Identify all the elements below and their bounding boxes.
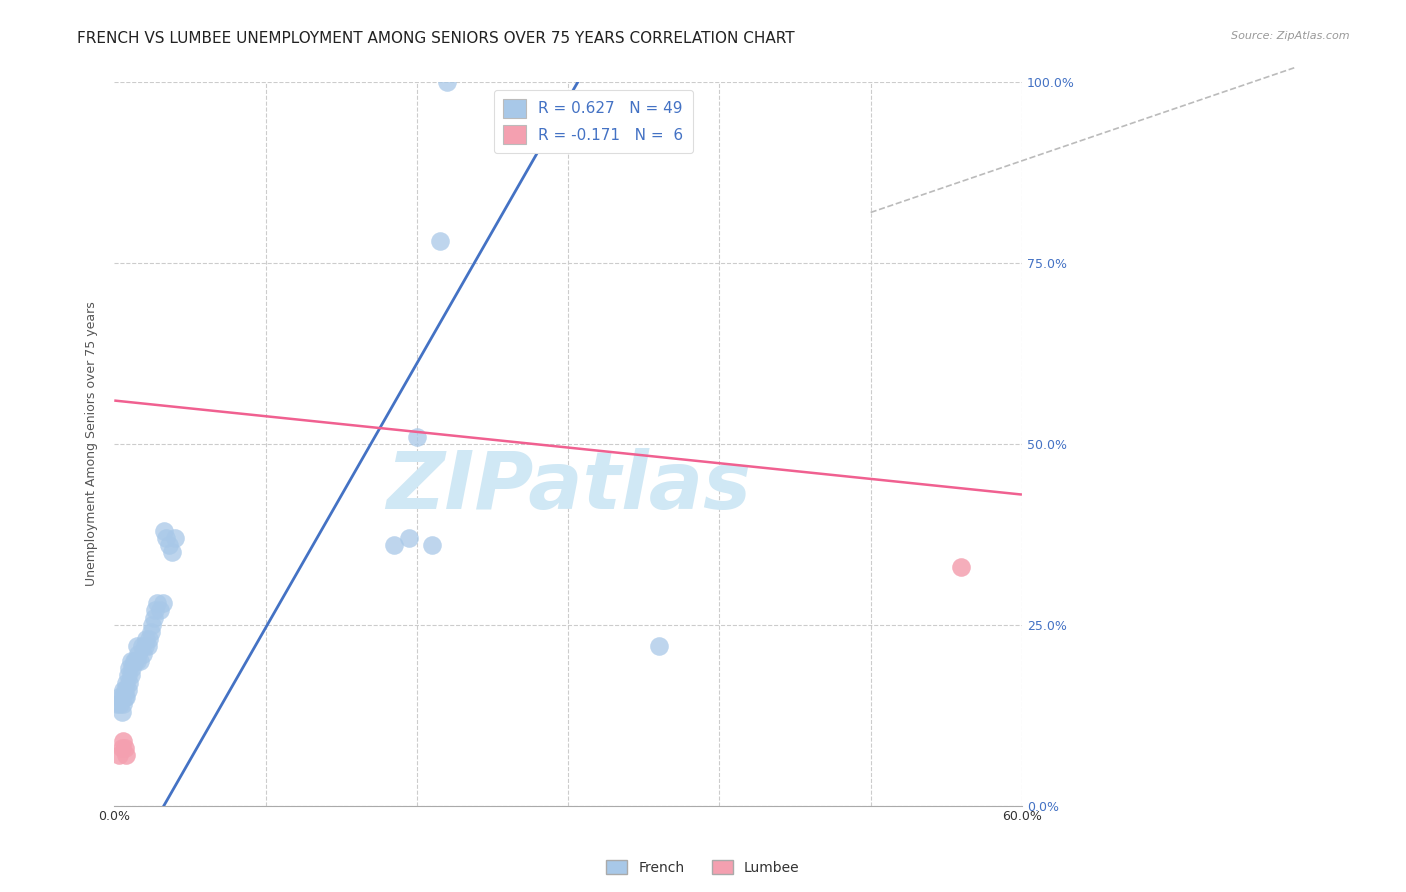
Point: [115, 675, 138, 690]
Point: [155, 531, 177, 545]
Point: [163, 531, 186, 545]
Point: [160, 545, 183, 559]
Point: [950, 560, 973, 574]
Point: [152, 596, 174, 610]
Point: [127, 647, 149, 661]
Point: [405, 430, 427, 444]
Point: [135, 632, 157, 647]
Point: [142, 610, 165, 624]
Point: [114, 690, 136, 705]
Point: [436, 75, 458, 89]
Point: [153, 524, 176, 538]
Point: [145, 596, 167, 610]
Point: [112, 682, 135, 697]
Text: Source: ZipAtlas.com: Source: ZipAtlas.com: [1232, 31, 1350, 41]
Y-axis label: Unemployment Among Seniors over 75 years: Unemployment Among Seniors over 75 years: [86, 301, 98, 586]
Point: [114, 740, 136, 755]
Text: ZIPatlas: ZIPatlas: [385, 449, 751, 526]
Point: [120, 668, 142, 682]
Point: [118, 675, 141, 690]
Point: [125, 654, 148, 668]
Legend: R = 0.627   N = 49, R = -0.171   N =  6: R = 0.627 N = 49, R = -0.171 N = 6: [494, 90, 693, 153]
Point: [134, 640, 156, 654]
Point: [131, 640, 153, 654]
Point: [143, 603, 166, 617]
Point: [117, 682, 139, 697]
Point: [111, 705, 134, 719]
Point: [110, 698, 132, 712]
Point: [149, 603, 172, 617]
Point: [136, 640, 159, 654]
Point: [139, 625, 162, 640]
Point: [120, 654, 142, 668]
Point: [111, 740, 134, 755]
Point: [112, 733, 135, 747]
Point: [124, 654, 146, 668]
Point: [429, 235, 451, 249]
Point: [398, 531, 420, 545]
Text: FRENCH VS LUMBEE UNEMPLOYMENT AMONG SENIORS OVER 75 YEARS CORRELATION CHART: FRENCH VS LUMBEE UNEMPLOYMENT AMONG SENI…: [77, 31, 794, 46]
Point: [108, 747, 131, 762]
Point: [129, 654, 152, 668]
Point: [132, 647, 155, 661]
Point: [105, 698, 128, 712]
Point: [117, 668, 139, 682]
Point: [111, 690, 134, 705]
Point: [420, 538, 443, 552]
Point: [382, 538, 405, 552]
Point: [108, 690, 131, 705]
Point: [118, 661, 141, 675]
Point: [122, 654, 145, 668]
Point: [125, 640, 148, 654]
Point: [648, 640, 671, 654]
Point: [114, 682, 136, 697]
Point: [141, 617, 163, 632]
Point: [157, 538, 180, 552]
Point: [138, 632, 160, 647]
Point: [121, 661, 143, 675]
Point: [115, 747, 138, 762]
Point: [112, 698, 135, 712]
Legend: French, Lumbee: French, Lumbee: [600, 855, 806, 880]
Point: [115, 690, 138, 705]
